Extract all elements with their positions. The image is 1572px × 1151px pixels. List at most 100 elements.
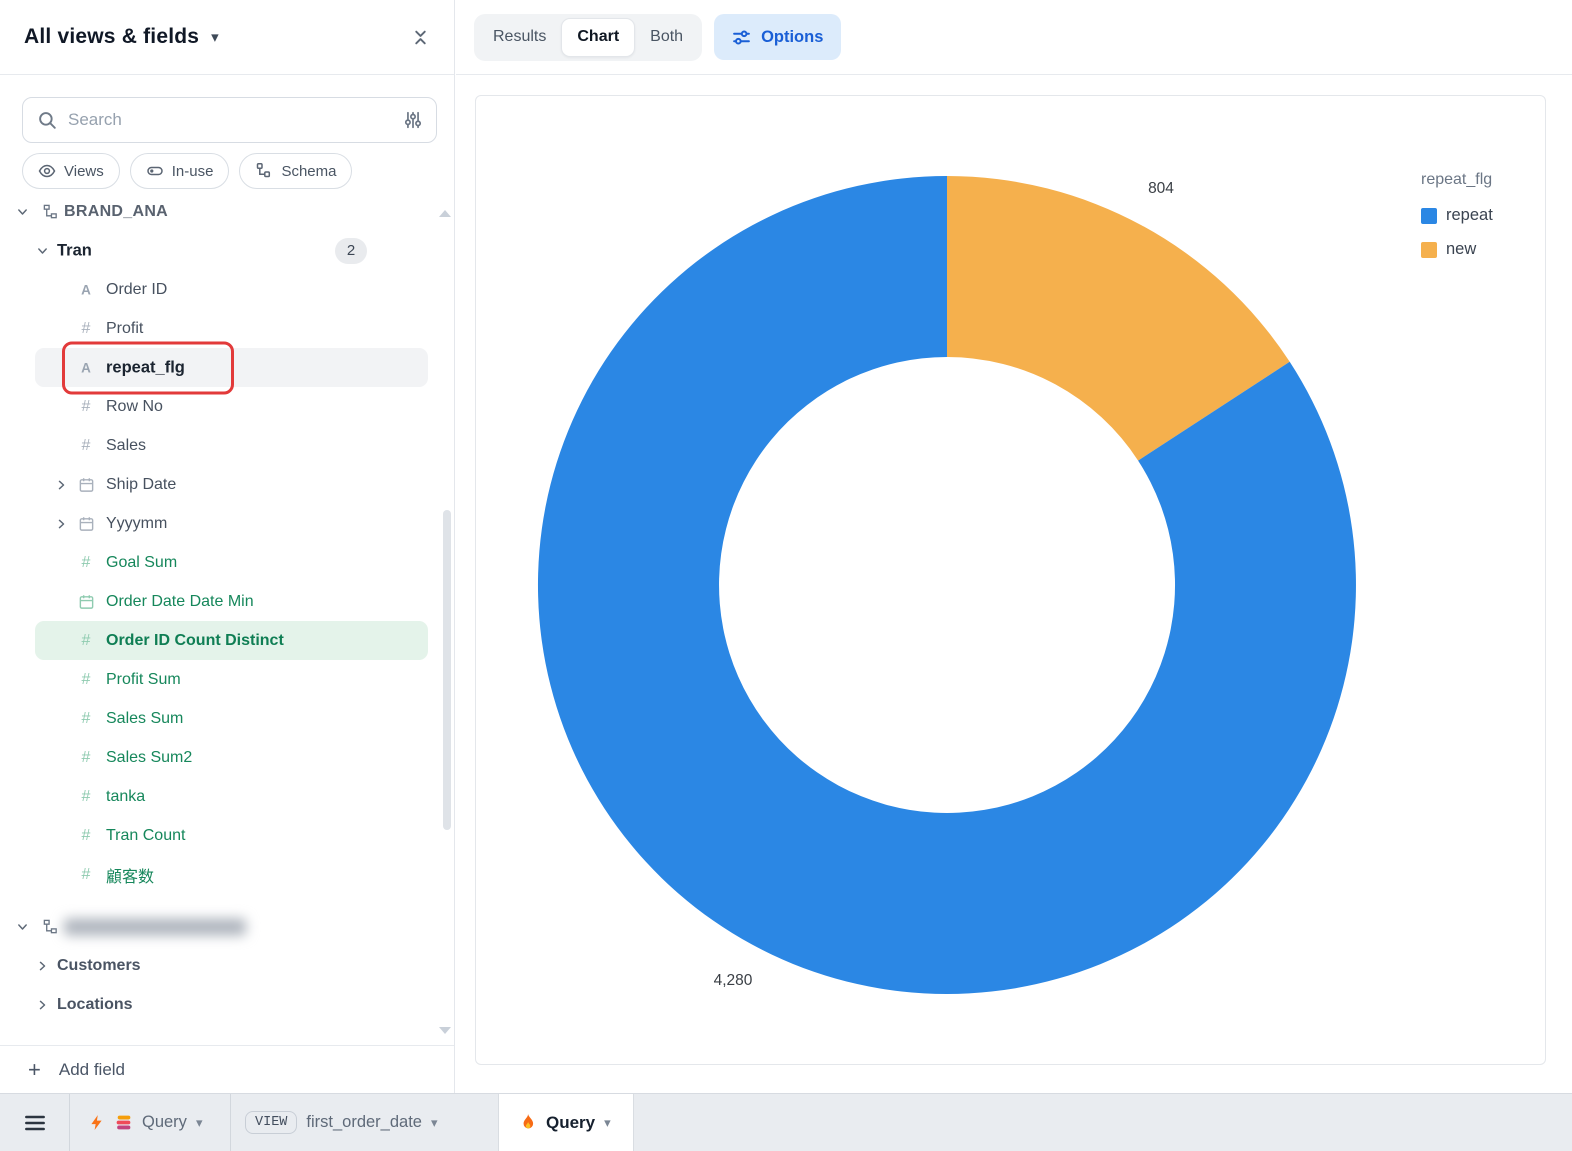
bottom-tab-label: Query (546, 1112, 596, 1132)
legend-label: new (1446, 240, 1477, 258)
search-input[interactable] (68, 110, 404, 130)
search-filter-icon[interactable] (404, 111, 422, 129)
legend-swatch (1421, 207, 1437, 224)
calendar-icon-slot (76, 593, 96, 610)
calendar-icon (79, 594, 93, 609)
view-mode-segmented-control: Results Chart Both (474, 13, 703, 61)
bottom-tab-first-order-date-1[interactable]: VIEW first_order_date ▾ (231, 1094, 484, 1151)
tree-item-label: Row No (106, 397, 163, 415)
tree-item-item[interactable]: # 顧客数 (0, 855, 455, 894)
chevron-right-icon (58, 480, 65, 489)
legend-label: repeat (1446, 206, 1493, 224)
tree-item-redacted[interactable] (0, 907, 455, 946)
schema-filter-label: Schema (281, 162, 337, 180)
search-box[interactable] (22, 97, 437, 143)
tree-item-label: tanka (106, 787, 146, 805)
views-filter-button[interactable]: Views (22, 153, 120, 189)
slice-new[interactable] (947, 176, 1290, 461)
tree-item-label: Goal Sum (106, 553, 178, 571)
tree-item-label: Order Date Date Min (106, 592, 254, 610)
calendar-icon (79, 516, 93, 531)
tree-item-label: Tran (57, 241, 92, 259)
tree-item-locations[interactable]: Locations (0, 985, 455, 1024)
tree-item-profit-sum[interactable]: # Profit Sum (0, 660, 455, 699)
number-type-icon: # (81, 709, 91, 727)
caret-down-icon[interactable]: ▾ (430, 1114, 438, 1130)
caret-down-icon[interactable]: ▾ (195, 1114, 203, 1130)
tree-item-brand-ana[interactable]: BRAND_ANA (0, 192, 455, 231)
chevron-down-icon (18, 208, 27, 215)
add-field-button[interactable]: + Add field (0, 1045, 454, 1093)
caret-down-icon[interactable]: ▾ (604, 1114, 611, 1130)
slice-repeat[interactable] (537, 175, 1356, 994)
legend-item-repeat[interactable]: repeat (1421, 206, 1493, 225)
schema-filter-button[interactable]: Schema (239, 153, 353, 189)
options-button[interactable]: Options (714, 14, 842, 60)
tree-item-customers[interactable]: Customers (0, 946, 455, 985)
bottom-tab-label: Query (142, 1113, 187, 1131)
number-type-icon: # (81, 826, 91, 844)
tree-item-ship-date[interactable]: Ship Date (0, 465, 455, 504)
options-label: Options (761, 27, 824, 46)
sidebar-scrollbar[interactable] (443, 510, 451, 830)
main-panel: Results Chart Both Options 804 4,280 repe… (456, 0, 1572, 1093)
tree-item-tanka[interactable]: # tanka (0, 777, 455, 816)
search-icon (39, 112, 56, 129)
expand-toggle[interactable] (36, 959, 49, 972)
in-use-filter-button[interactable]: In-use (129, 153, 230, 189)
legend-item-new[interactable]: new (1421, 240, 1493, 259)
tree-item-label: Order ID Count Distinct (106, 631, 284, 649)
tree-item-profit[interactable]: # Profit (0, 309, 455, 348)
expand-toggle[interactable] (16, 205, 29, 218)
sidebar-title-caret-icon[interactable]: ▾ (211, 29, 219, 46)
expand-toggle[interactable] (55, 517, 68, 530)
schema-icon (257, 163, 271, 178)
tree-item-tran[interactable]: Tran 2 (0, 231, 455, 270)
expand-toggle[interactable] (55, 478, 68, 491)
hierarchy-icon (43, 919, 57, 933)
bottom-tab-bar: Query ▾ VIEW first_order_date ▾ Query ▾ (0, 1093, 1572, 1151)
expand-toggle[interactable] (36, 244, 49, 257)
number-type-icon: # (81, 865, 91, 883)
redacted-source-name (64, 918, 246, 935)
tab-chart[interactable]: Chart (561, 17, 636, 57)
number-type-icon: # (81, 748, 91, 766)
scroll-down-arrow[interactable] (439, 1027, 451, 1034)
scroll-up-arrow[interactable] (439, 210, 451, 217)
fields-sidebar: All views & fields ▾ (0, 0, 455, 1093)
chart-card: 804 4,280 repeat_flg repeat new (475, 95, 1546, 1065)
main-toolbar: Results Chart Both Options (456, 0, 1572, 75)
calendar-icon-slot (76, 476, 96, 493)
menu-button[interactable] (0, 1094, 70, 1151)
tree-item-goal-sum[interactable]: # Goal Sum (0, 543, 455, 582)
tree-item-row-no[interactable]: # Row No (0, 387, 455, 426)
tree-item-sales[interactable]: # Sales (0, 426, 455, 465)
tree-item-sales-sum2[interactable]: # Sales Sum2 (0, 738, 455, 777)
expand-toggle[interactable] (16, 920, 29, 933)
number-type-icon: # (81, 787, 91, 805)
tree-item-label: repeat_flg (106, 358, 185, 376)
tree-item-order-date-date-min[interactable]: Order Date Date Min (0, 582, 455, 621)
bottom-tab-query-2[interactable]: Query ▾ (498, 1094, 634, 1151)
hierarchy-icon (43, 204, 57, 218)
bottom-tab-query-0[interactable]: Query ▾ (70, 1094, 231, 1151)
tree-item-label: Tran Count (106, 826, 186, 844)
tab-results[interactable]: Results (493, 28, 547, 45)
tree-item-sales-sum[interactable]: # Sales Sum (0, 699, 455, 738)
plus-icon: + (28, 1056, 41, 1082)
bottom-tab-label: first_order_date (306, 1113, 422, 1131)
chevron-right-icon (58, 519, 65, 528)
tree-item-order-id-count-distinct[interactable]: # Order ID Count Distinct (0, 621, 455, 660)
collapse-sidebar-button[interactable] (406, 23, 434, 51)
in-use-filter-label: In-use (171, 162, 214, 180)
tab-both[interactable]: Both (650, 28, 684, 45)
text-type-icon: A (81, 282, 91, 297)
expand-toggle[interactable] (36, 998, 49, 1011)
tree-item-order-id[interactable]: A Order ID (0, 270, 455, 309)
tree-item-label: Order ID (106, 280, 168, 298)
tree-item-tran-count[interactable]: # Tran Count (0, 816, 455, 855)
hierarchy-icon-slot (40, 203, 60, 220)
tree-item-yyyymm[interactable]: Yyyymm (0, 504, 455, 543)
